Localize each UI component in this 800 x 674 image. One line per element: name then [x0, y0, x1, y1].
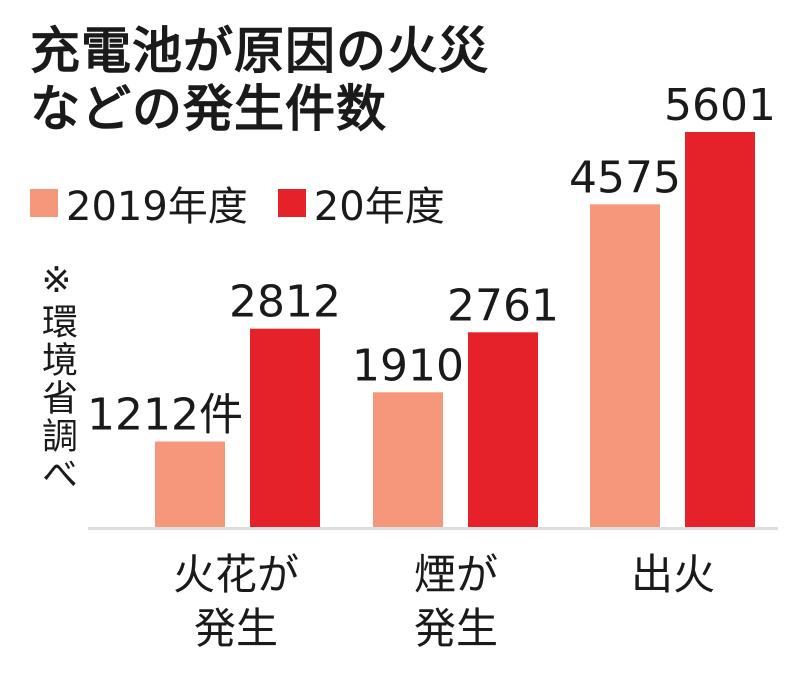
- legend-item-2019: 2019年度: [30, 174, 248, 232]
- bar-2019-0: [155, 441, 225, 527]
- category-label-line: 火花が: [172, 550, 299, 599]
- data-label-2019-2: 4575: [569, 152, 681, 203]
- category-label-sparks: 火花が 発生: [136, 548, 336, 656]
- source-note: ※環境省調べ: [36, 260, 77, 493]
- x-axis-baseline: [88, 527, 778, 530]
- bar-2020-1: [468, 332, 538, 527]
- data-label-2020-2: 5601: [664, 80, 776, 131]
- category-label-line: 発生: [193, 604, 278, 653]
- title-line-2: などの発生件数: [30, 80, 387, 138]
- data-label-2020-0: 2812: [229, 277, 341, 328]
- bar-2019-2: [590, 204, 660, 527]
- data-label-2020-1: 2761: [447, 280, 559, 331]
- category-label-line: 発生: [413, 604, 498, 653]
- legend-label-2020: 20年度: [313, 184, 445, 230]
- legend-swatch-2019: [30, 189, 58, 217]
- data-label-2019-0: 1212件: [87, 390, 243, 441]
- category-label-line: 煙が: [413, 550, 498, 599]
- category-label-line: 出火: [630, 550, 715, 599]
- legend-swatch-2020: [277, 189, 306, 217]
- category-label-smoke: 煙が 発生: [356, 548, 556, 656]
- legend-item-2020: 20年度: [277, 174, 445, 232]
- bar-2020-2: [685, 132, 755, 527]
- data-label-2019-1: 1910: [352, 340, 464, 391]
- legend-label-2019: 2019年度: [66, 184, 248, 230]
- chart-title: 充電池が原因の火災 などの発生件数: [30, 22, 489, 138]
- category-label-fire: 出火: [573, 548, 773, 602]
- bar-2020-0: [250, 328, 320, 527]
- bar-2019-1: [373, 392, 443, 527]
- title-line-1: 充電池が原因の火災: [30, 22, 489, 80]
- legend: 2019年度 20年度: [30, 178, 475, 230]
